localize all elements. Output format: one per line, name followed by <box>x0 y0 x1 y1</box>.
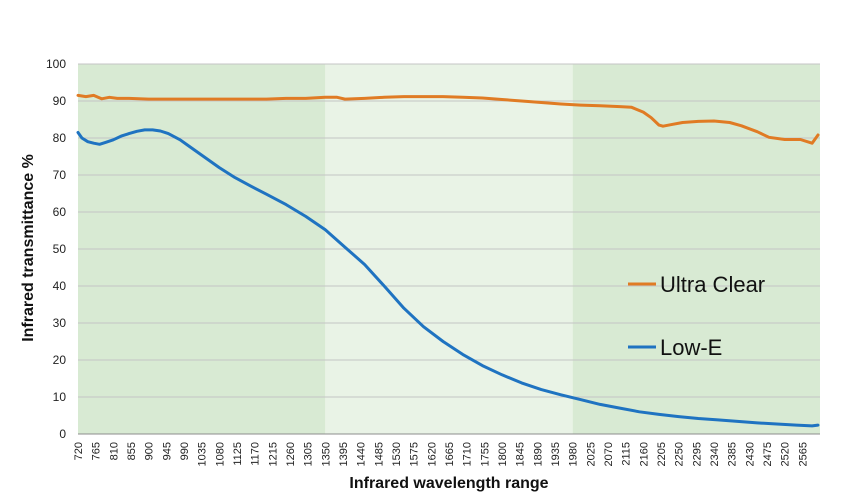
x-tick-label: 1305 <box>303 442 315 466</box>
legend-label: Low-E <box>660 335 722 360</box>
x-tick-label: 1215 <box>267 442 279 466</box>
x-tick-label: 1575 <box>409 442 421 466</box>
y-tick-labels: 0 10 20 30 40 50 60 70 80 90 100 <box>46 57 66 441</box>
y-tick-label: 10 <box>53 390 67 404</box>
x-tick-label: 2250 <box>674 442 686 466</box>
x-tick-label: 1890 <box>532 442 544 466</box>
series-lines <box>76 93 820 428</box>
legend-label: Ultra Clear <box>660 272 765 297</box>
x-tick-label: 2430 <box>744 442 756 466</box>
legend: Ultra Clear Low-E <box>628 272 765 360</box>
x-tick-label: 2295 <box>691 442 703 466</box>
x-tick-label: 2025 <box>585 442 597 466</box>
x-tick-label: 2385 <box>727 442 739 466</box>
gridlines <box>78 63 820 435</box>
x-tick-label: 765 <box>91 442 103 460</box>
x-tick-label: 1440 <box>356 442 368 466</box>
y-axis-title: Infrared transmittance % <box>20 154 37 342</box>
x-tick-labels: 720 765 810 855 900 945 990 1035 1080 1125 1170 121… <box>73 442 809 466</box>
x-tick-label: 1170 <box>250 442 262 466</box>
x-tick-label: 1350 <box>320 442 332 466</box>
y-tick-label: 90 <box>53 94 67 108</box>
y-tick-label: 100 <box>46 57 66 71</box>
x-tick-label: 1755 <box>479 442 491 466</box>
y-tick-label: 20 <box>53 353 67 367</box>
x-tick-label: 1125 <box>232 442 244 466</box>
y-tick-label: 30 <box>53 316 67 330</box>
x-tick-label: 1530 <box>391 442 403 466</box>
x-tick-label: 1665 <box>444 442 456 466</box>
x-tick-label: 900 <box>144 442 156 460</box>
x-axis-title: Infrared wavelength range <box>349 475 548 492</box>
x-tick-label: 1710 <box>462 442 474 466</box>
x-tick-label: 1035 <box>197 442 209 466</box>
y-tick-label: 60 <box>53 205 67 219</box>
x-tick-label: 855 <box>126 442 138 460</box>
x-tick-label: 2160 <box>638 442 650 466</box>
x-tick-label: 1260 <box>285 442 297 466</box>
x-tick-label: 2205 <box>656 442 668 466</box>
x-tick-label: 720 <box>73 442 85 460</box>
y-tick-label: 40 <box>53 279 67 293</box>
x-tick-label: 2520 <box>780 442 792 466</box>
x-tick-label: 810 <box>108 442 120 460</box>
y-tick-label: 80 <box>53 131 67 145</box>
x-tick-label: 1620 <box>426 442 438 466</box>
x-tick-label: 1395 <box>338 442 350 466</box>
x-tick-label: 2475 <box>762 442 774 466</box>
x-tick-label: 2565 <box>797 442 809 466</box>
y-tick-label: 50 <box>53 242 67 256</box>
y-tick-label: 70 <box>53 168 67 182</box>
x-tick-label: 2115 <box>621 442 633 466</box>
x-tick-label: 1935 <box>550 442 562 466</box>
series-line-ultra-clear <box>76 93 820 145</box>
x-tick-label: 1800 <box>497 442 509 466</box>
x-tick-label: 1080 <box>214 442 226 466</box>
x-tick-label: 1980 <box>568 442 580 466</box>
x-tick-label: 945 <box>161 442 173 460</box>
y-tick-label: 0 <box>59 427 66 441</box>
x-tick-label: 990 <box>179 442 191 460</box>
x-tick-label: 1845 <box>515 442 527 466</box>
x-tick-label: 1485 <box>373 442 385 466</box>
series-line-low-e <box>76 128 820 428</box>
x-tick-label: 2340 <box>709 442 721 466</box>
x-tick-label: 2070 <box>603 442 615 466</box>
